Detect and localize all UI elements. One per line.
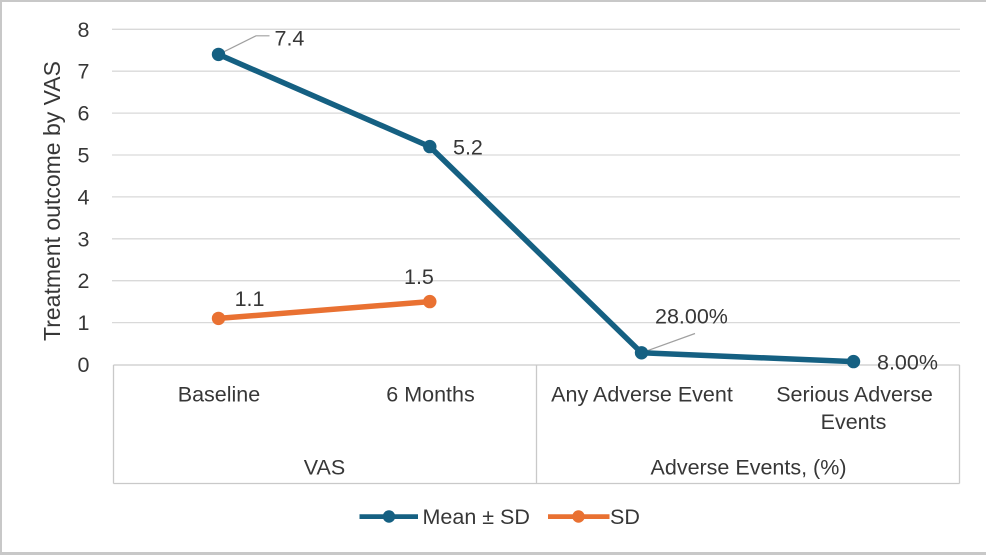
svg-text:Baseline: Baseline: [178, 383, 260, 407]
svg-text:VAS: VAS: [304, 456, 345, 480]
svg-text:7: 7: [78, 60, 90, 84]
svg-text:Mean ± SD: Mean ± SD: [423, 505, 530, 529]
svg-text:5: 5: [78, 144, 90, 168]
svg-text:6: 6: [78, 102, 90, 126]
svg-text:8.00%: 8.00%: [877, 351, 938, 375]
svg-text:4: 4: [78, 185, 90, 209]
svg-text:7.4: 7.4: [275, 27, 305, 51]
svg-text:2: 2: [78, 269, 90, 293]
svg-text:6 Months: 6 Months: [386, 383, 474, 407]
svg-text:1.5: 1.5: [404, 265, 434, 289]
svg-text:28.00%: 28.00%: [655, 304, 728, 328]
svg-text:0: 0: [78, 353, 90, 377]
svg-text:Any Adverse Event: Any Adverse Event: [551, 383, 733, 407]
svg-text:Treatment outcome by VAS: Treatment outcome by VAS: [39, 61, 65, 341]
svg-text:1: 1: [78, 311, 90, 335]
svg-text:8: 8: [78, 18, 90, 42]
svg-text:5.2: 5.2: [453, 136, 483, 160]
svg-text:3: 3: [78, 227, 90, 251]
svg-text:1.1: 1.1: [235, 287, 265, 311]
svg-text:Events: Events: [821, 410, 887, 434]
svg-text:Adverse Events, (%): Adverse Events, (%): [651, 456, 847, 480]
svg-text:SD: SD: [610, 505, 640, 529]
svg-text:Serious Adverse: Serious Adverse: [776, 383, 933, 407]
